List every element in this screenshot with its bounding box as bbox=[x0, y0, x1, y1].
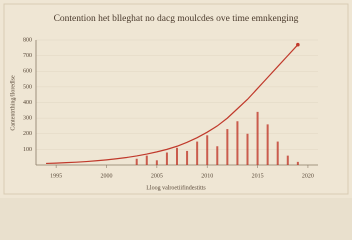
bar bbox=[155, 160, 158, 165]
bar bbox=[246, 133, 249, 165]
bar bbox=[145, 155, 148, 165]
end-point bbox=[296, 42, 300, 47]
bar bbox=[216, 146, 219, 165]
y-tick-label: 700 bbox=[23, 53, 32, 59]
bar bbox=[176, 147, 178, 165]
bar bbox=[286, 155, 289, 165]
x-tick-label: 1995 bbox=[50, 173, 62, 179]
y-axis-label: Cantentrthing/lloredlse bbox=[10, 75, 16, 131]
x-tick-label: 2020 bbox=[302, 173, 314, 179]
chart: Contention het blleghat no dacg moulcdes… bbox=[0, 0, 352, 198]
y-tick-label: 100 bbox=[23, 147, 32, 153]
bar bbox=[206, 135, 209, 165]
bar bbox=[236, 121, 239, 165]
bar bbox=[296, 161, 299, 165]
x-tick-label: 2015 bbox=[252, 173, 264, 179]
bar bbox=[266, 124, 269, 165]
y-tick-label: 500 bbox=[23, 84, 32, 90]
x-tick-label: 2010 bbox=[201, 173, 213, 179]
y-tick-label: 200 bbox=[23, 131, 32, 137]
x-axis-label: Lloog valroetiifindestitts bbox=[146, 184, 206, 191]
frame bbox=[3, 3, 349, 195]
y-tick-label: 800 bbox=[23, 37, 32, 43]
bar bbox=[256, 111, 259, 165]
y-tick-label: 300 bbox=[23, 116, 32, 122]
x-tick-label: 2005 bbox=[151, 173, 163, 179]
y-tick-label: 400 bbox=[23, 100, 32, 106]
y-tick-label: 600 bbox=[23, 69, 32, 75]
x-tick-label: 2000 bbox=[101, 173, 113, 179]
bar bbox=[165, 152, 168, 165]
background bbox=[0, 0, 352, 198]
bar bbox=[226, 129, 229, 165]
bar bbox=[186, 150, 189, 165]
line bbox=[46, 44, 299, 165]
bar bbox=[276, 141, 279, 165]
bar bbox=[135, 158, 138, 165]
bar bbox=[196, 141, 199, 165]
chart-title: Contention het blleghat no dacg moulcdes… bbox=[54, 14, 299, 24]
